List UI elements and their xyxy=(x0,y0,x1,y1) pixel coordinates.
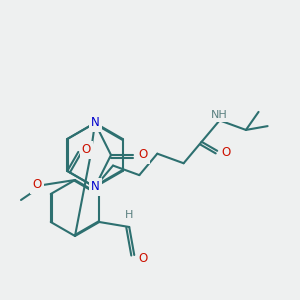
Text: N: N xyxy=(91,181,99,194)
Text: O: O xyxy=(32,178,42,191)
Text: O: O xyxy=(222,146,231,159)
Text: O: O xyxy=(138,148,148,161)
Text: N: N xyxy=(91,116,99,130)
Text: O: O xyxy=(82,143,91,156)
Text: NH: NH xyxy=(211,110,228,120)
Text: O: O xyxy=(139,253,148,266)
Text: H: H xyxy=(125,210,134,220)
